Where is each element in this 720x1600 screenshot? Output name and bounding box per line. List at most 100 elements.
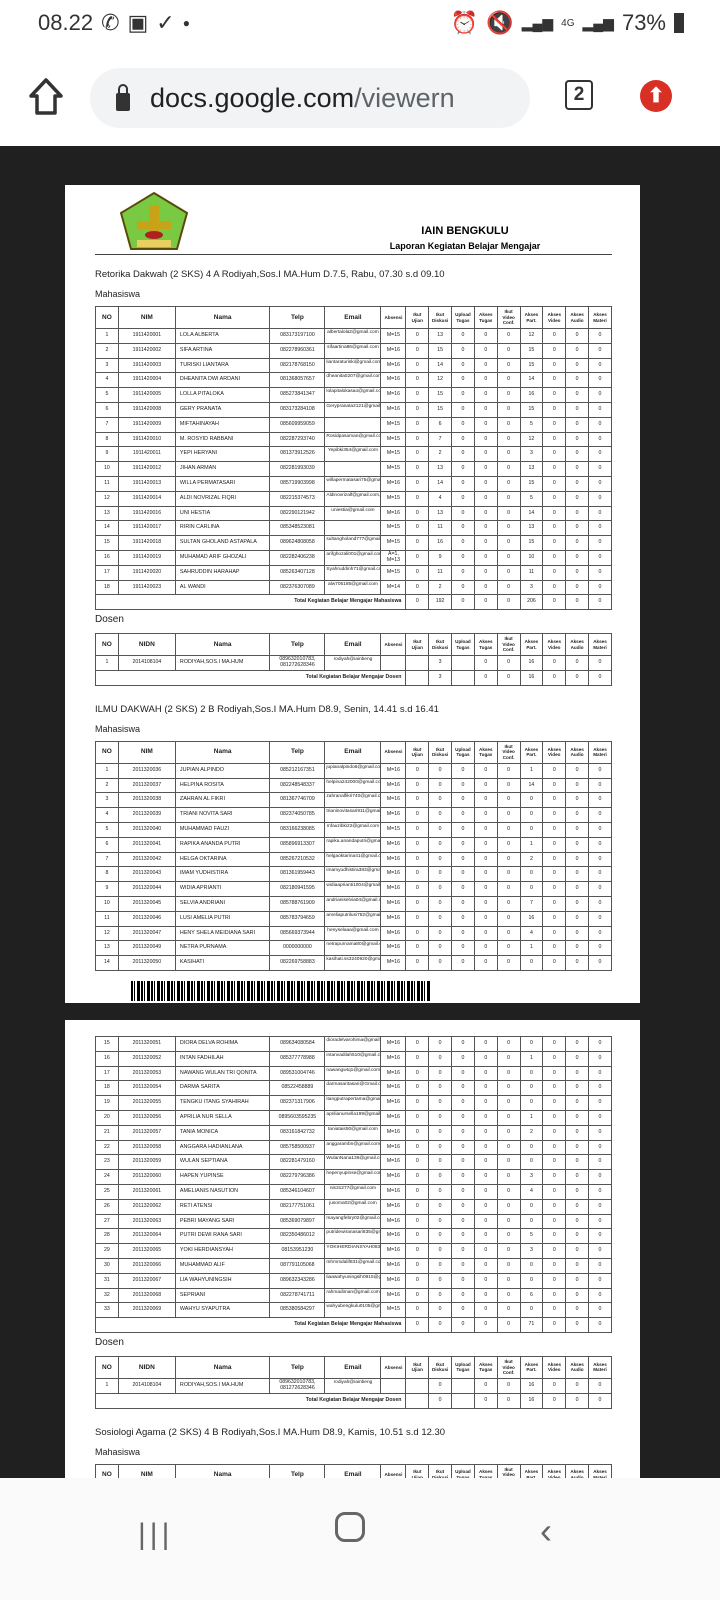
cell-akses-tugas: 0	[473, 1183, 498, 1200]
url-domain: docs.google.com	[150, 82, 355, 113]
cell-nama: SEPRIANI	[174, 1287, 271, 1304]
home-icon[interactable]	[28, 76, 64, 116]
cell-akses-audio: 0	[565, 416, 589, 433]
cell-akses-part: 2	[519, 851, 544, 868]
cell-nama: ALDI NOVRIZAL FIQRI	[174, 490, 271, 507]
cell-upload-tugas: 0	[451, 1154, 475, 1171]
back-icon[interactable]: ‹	[540, 1510, 552, 1551]
cell-no: 1	[95, 328, 119, 344]
recent-apps-icon[interactable]: |||	[138, 1518, 174, 1551]
cell-ikut-video-conf: 0	[496, 431, 521, 448]
column-header-nama: Nama	[174, 740, 271, 764]
cell-no: 10	[95, 461, 119, 477]
cell-absensi: M=15	[380, 535, 407, 551]
cell-email: Syahruddinh71@gmail.com	[324, 564, 382, 581]
cell-akses-audio: 0	[565, 1050, 589, 1067]
column-header-akses-materi: Akses Materi	[588, 633, 612, 657]
cell-akses-materi: 0	[588, 1095, 612, 1111]
cell-telp: 082290121942	[269, 505, 326, 522]
cell-akses-materi: 0	[588, 490, 612, 507]
cell-ikut-diskusi: 0	[428, 1050, 453, 1067]
cell-telp: 085263407128	[269, 564, 326, 581]
cell-ikut-ujian: 0	[405, 1272, 430, 1289]
cell-absensi: M=16	[380, 1154, 407, 1171]
column-header-nim: NIM	[117, 740, 176, 764]
cell-upload-tugas: 0	[451, 940, 475, 957]
cell-telp: 087791105068	[269, 1257, 326, 1274]
cell-email: trianinovitasari911@gmail.com	[324, 807, 382, 823]
cell-akses-tugas: 0	[473, 777, 498, 794]
total-ikut-diskusi: 192	[428, 594, 453, 611]
cell-ikut-ujian: 0	[405, 1198, 430, 1215]
cell-no: 17	[95, 1065, 119, 1082]
cell-no: 12	[95, 925, 119, 942]
cell-nim: 2011320038	[117, 792, 176, 809]
cell-ikut-diskusi: 0	[428, 1243, 453, 1259]
column-header-absensi: Absensi	[380, 1355, 407, 1379]
cell-akses-tugas: 0	[473, 1154, 498, 1171]
cell-nama: WILLA PERMATASARI	[174, 475, 271, 492]
cell-telp: 083173284108	[269, 401, 326, 418]
total-akses-materi: 0	[588, 1392, 612, 1409]
column-header-akses-part: Akses Part.	[519, 306, 544, 329]
cell-akses-tugas: 0	[473, 387, 498, 403]
cell-absensi: M=15	[380, 461, 407, 477]
cell-no: 21	[95, 1124, 119, 1141]
cell-akses-video: 0	[542, 505, 567, 522]
cell-telp: 085346104607	[269, 1183, 326, 1200]
cell-ikut-diskusi: 0	[428, 1287, 453, 1304]
cell-absensi: M=15	[380, 446, 407, 463]
cell-akses-audio: 0	[565, 1257, 589, 1274]
cell-akses-part: 3	[519, 1169, 544, 1185]
tab-switcher-button[interactable]: 2	[565, 80, 593, 110]
cell-akses-materi: 0	[588, 461, 612, 477]
cell-absensi: M=16	[380, 1050, 407, 1067]
address-bar[interactable]: docs.google.com/viewern	[90, 68, 530, 128]
cell-no: 24	[95, 1169, 119, 1185]
cell-akses-audio: 0	[565, 579, 589, 596]
table-row: 1 2014108104 RODIYAH,SOS.I MA.HUM 089632010…	[95, 1377, 612, 1394]
total-akses-video: 0	[542, 1392, 567, 1409]
cell-nama: DHEANITA DWI ARDANI	[174, 372, 271, 389]
total-akses-materi: 0	[588, 1317, 612, 1333]
table-row: 6 1911420008 GERY PRANATA 083173284108 Geryp…	[95, 401, 612, 418]
column-header-no: NO	[95, 1355, 119, 1379]
table-row: 7 1911420009 MIFTAHINAYAH 085609959059 M=15 0…	[95, 416, 612, 433]
cell-nim: 1911420001	[117, 328, 176, 344]
cell-email: sultangholand777@gmail.com	[324, 535, 382, 551]
cell-akses-audio: 0	[565, 1065, 589, 1082]
cell-akses-part: 3	[519, 1243, 544, 1259]
cell-upload-tugas: 0	[451, 1065, 475, 1082]
cell-ikut-diskusi: 11	[428, 520, 453, 537]
cell-ikut-video-conf: 0	[496, 579, 521, 596]
cell-telp: 081361959443	[269, 866, 326, 883]
cell-no: 18	[95, 1080, 119, 1097]
total-ikut-diskusi: 0	[428, 1392, 453, 1409]
cell-akses-video: 0	[542, 549, 567, 566]
cell-absensi: M=16	[380, 1198, 407, 1215]
total-ikut-video-conf: 0	[496, 1392, 521, 1409]
cell-nim: 2011320053	[117, 1065, 176, 1082]
cell-akses-materi: 0	[588, 1036, 612, 1052]
cell-akses-part: 5	[519, 490, 544, 507]
table-row: 15 2011320051 DIORA DELVA ROHIMA 0896340805…	[95, 1036, 612, 1052]
cell-ikut-diskusi: 14	[428, 357, 453, 374]
cell-telp: 089531004746	[269, 1065, 326, 1082]
cell-akses-materi: 0	[588, 1183, 612, 1200]
cell-akses-part: 15	[519, 342, 544, 359]
cell-no: 1	[95, 655, 119, 671]
home-icon[interactable]	[335, 1512, 365, 1542]
cell-akses-video: 0	[542, 564, 567, 581]
cell-akses-video: 0	[542, 535, 567, 551]
cell-akses-tugas: 0	[473, 372, 498, 389]
cell-akses-materi: 0	[588, 1228, 612, 1245]
cell-akses-part: 6	[519, 1287, 544, 1304]
cell-akses-materi: 0	[588, 416, 612, 433]
cell-no: 14	[95, 520, 119, 537]
lecturer-table: NO NIDN Nama Telp Email Absensi Ikut Ujian Ikut…	[94, 633, 612, 686]
cell-akses-part: 0	[519, 1065, 544, 1082]
cell-akses-tugas: 0	[473, 866, 498, 883]
update-icon[interactable]: ⬆	[640, 80, 672, 112]
cell-absensi: M=15	[380, 416, 407, 433]
cell-ikut-video-conf: 0	[496, 520, 521, 537]
